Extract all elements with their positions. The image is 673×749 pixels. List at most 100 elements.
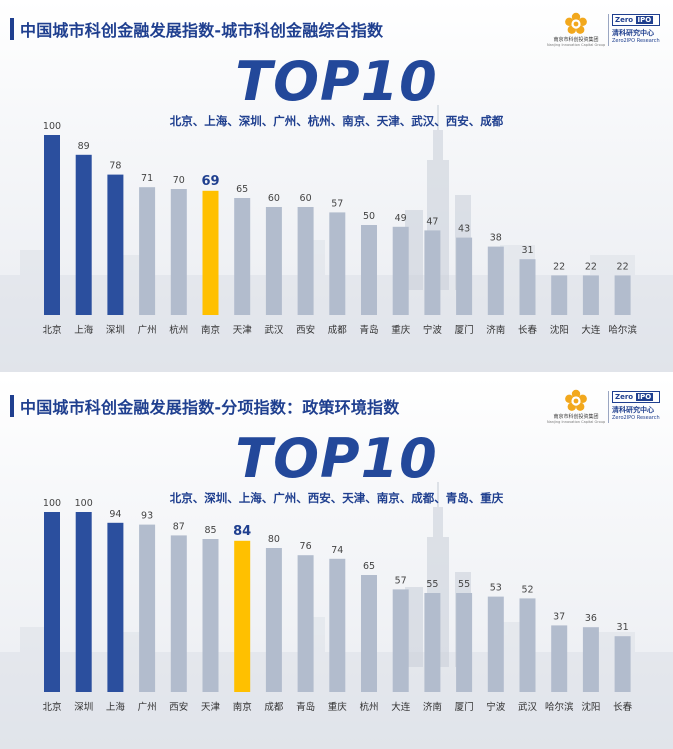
title-accent-bar (10, 395, 14, 417)
bar-大连 (582, 275, 599, 315)
bar-西安 (297, 207, 314, 315)
zero2ipo-logo: Zero IPO 清科研究中心 Zero2IPO Research (612, 389, 668, 425)
value-label: 60 (300, 193, 312, 204)
value-label: 53 (490, 583, 502, 594)
value-label: 31 (521, 245, 533, 256)
value-label: 57 (395, 575, 407, 586)
logo-box-left: Zero (615, 16, 634, 24)
value-label: 89 (78, 141, 90, 152)
bar-宁波 (424, 230, 441, 315)
bar-重庆 (329, 558, 346, 692)
logo-name-en: Zero2IPO Research (612, 415, 660, 421)
bar-青岛 (297, 555, 314, 692)
value-label: 78 (109, 161, 121, 172)
value-label: 60 (268, 193, 280, 204)
bar-深圳 (75, 512, 92, 692)
category-label: 重庆 (328, 701, 348, 713)
top10-heading: TOP10 (235, 50, 438, 113)
bar-重庆 (392, 226, 409, 315)
logo-box-right: IPO (635, 393, 654, 401)
value-label: 84 (233, 524, 251, 539)
value-label: 94 (109, 509, 121, 520)
top10-heading: TOP10 (235, 427, 438, 490)
category-label: 武汉 (518, 701, 538, 713)
category-label: 沈阳 (581, 701, 600, 713)
category-label: 长春 (518, 324, 538, 336)
bar-南京 (202, 190, 219, 315)
value-label: 22 (585, 261, 597, 272)
bar-济南 (424, 593, 441, 692)
category-label: 大连 (391, 701, 411, 713)
category-label: 哈尔滨 (608, 324, 637, 336)
bar-广州 (139, 187, 156, 315)
bar-济南 (487, 246, 504, 315)
category-label: 青岛 (359, 324, 378, 336)
bar-chart: 100 北京 100 深圳 94 上海 93 广州 87 西安 85 天津 84 南京 80 成都 76 青岛 74… (42, 498, 633, 713)
logo-divider (608, 391, 609, 423)
bar-西安 (170, 535, 187, 692)
value-label: 85 (204, 525, 216, 536)
bar-上海 (107, 522, 124, 692)
bar-青岛 (361, 225, 377, 315)
logo-divider (608, 14, 609, 46)
nanjing-innovation-capital-logo: 南京市科创投资集团 Nanjing Innovation Capital Gro… (547, 12, 605, 48)
category-label: 长春 (613, 701, 633, 713)
chart-title: 中国城市科创金融发展指数-分项指数：政策环境指数 (20, 398, 400, 417)
logo-name-en: Nanjing Innovation Capital Group (547, 43, 606, 47)
flower-logo-icon (565, 12, 587, 34)
bar-天津 (234, 198, 251, 315)
value-label: 80 (268, 534, 280, 545)
logo-name: 南京市科创投资集团 (553, 414, 599, 420)
category-label: 武汉 (264, 324, 284, 336)
category-label: 上海 (106, 701, 126, 713)
bar-长春 (519, 259, 536, 315)
zero2ipo-logo-box: Zero IPO (612, 14, 660, 26)
category-label: 青岛 (296, 701, 315, 713)
top10-city-list: 北京、深圳、上海、广州、西安、天津、南京、成都、青岛、重庆 (169, 491, 504, 505)
chart-panel-policy: 中国城市科创金融发展指数-分项指数：政策环境指数 南京市科创投资集团 Nanji… (0, 377, 673, 749)
category-label: 厦门 (455, 701, 474, 713)
bar-上海 (75, 154, 92, 315)
bar-厦门 (456, 593, 473, 692)
value-label: 100 (43, 498, 61, 509)
top10-city-list: 北京、上海、深圳、广州、杭州、南京、天津、武汉、西安、成都 (169, 114, 504, 128)
value-label: 50 (363, 211, 375, 222)
category-label: 杭州 (169, 324, 188, 336)
bar-chart: 100 北京 89 上海 78 深圳 71 广州 70 杭州 69 南京 65 天津 60 武汉 60 西安 57 成… (42, 121, 637, 336)
category-label: 广州 (138, 324, 157, 336)
bar-杭州 (361, 575, 377, 692)
bar-杭州 (170, 189, 187, 315)
category-label: 宁波 (423, 324, 443, 336)
category-label: 北京 (42, 701, 61, 713)
logo-box-left: Zero (615, 393, 634, 401)
bar-武汉 (519, 598, 536, 692)
category-label: 沈阳 (550, 324, 569, 336)
value-label: 31 (617, 622, 629, 633)
category-label: 上海 (74, 324, 94, 336)
bar-长春 (614, 636, 631, 692)
value-label: 65 (363, 561, 375, 572)
bar-南京 (234, 540, 251, 692)
logo-box-right: IPO (635, 16, 654, 24)
value-label: 55 (426, 579, 438, 590)
value-label: 76 (300, 541, 312, 552)
category-label: 北京 (42, 324, 61, 336)
bar-北京 (44, 135, 60, 315)
bar-北京 (44, 512, 60, 692)
bar-宁波 (487, 596, 504, 692)
category-label: 天津 (201, 702, 221, 713)
category-label: 南京 (233, 701, 252, 713)
value-label: 70 (173, 175, 185, 186)
zero2ipo-logo-box: Zero IPO (612, 391, 660, 403)
bar-沈阳 (582, 627, 599, 692)
bar-成都 (329, 212, 346, 315)
zero2ipo-logo: Zero IPO 清科研究中心 Zero2IPO Research (612, 12, 668, 48)
logo-name-en: Nanjing Innovation Capital Group (547, 420, 606, 424)
category-label: 深圳 (74, 702, 93, 713)
bar-沈阳 (551, 275, 568, 315)
bar-广州 (139, 524, 156, 692)
category-label: 成都 (328, 324, 348, 336)
value-label: 65 (236, 184, 248, 195)
bar-深圳 (107, 174, 124, 315)
value-label: 74 (331, 545, 343, 556)
